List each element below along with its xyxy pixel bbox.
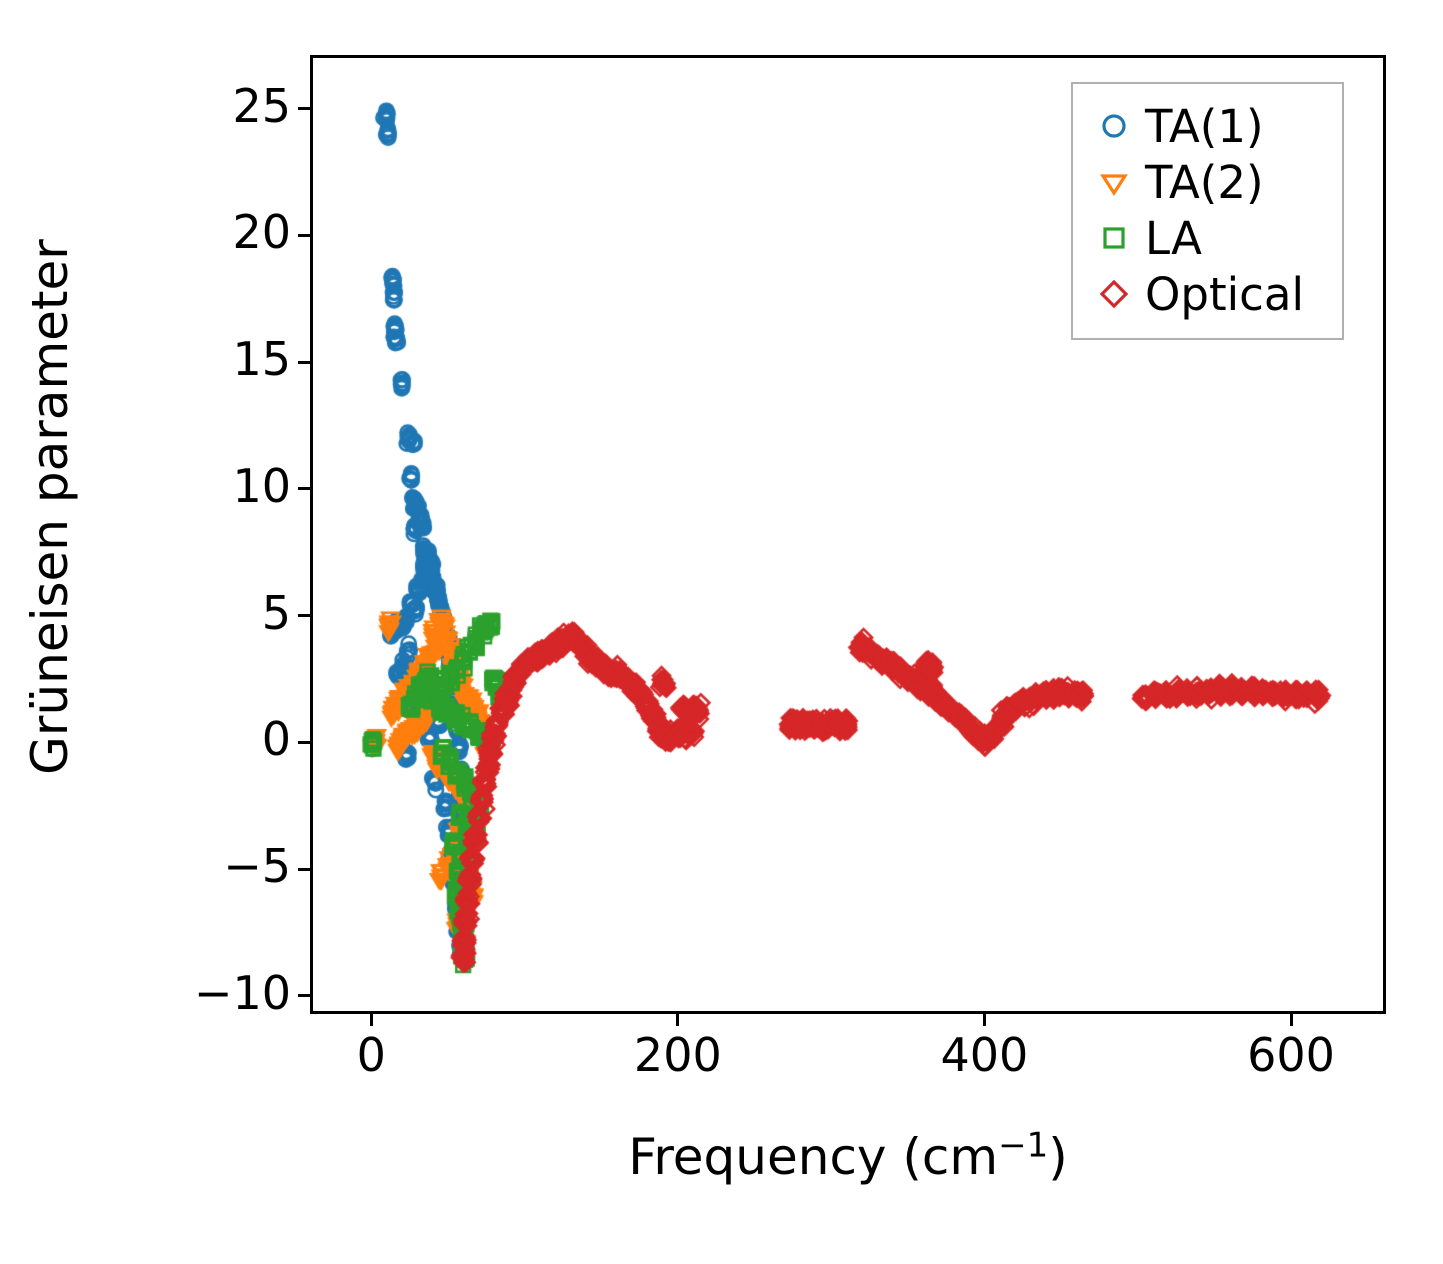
- y-tick-label: 5: [261, 585, 291, 640]
- triangle-down-marker-icon: [1083, 165, 1145, 199]
- y-tick-label: 20: [232, 205, 291, 260]
- y-tick-mark: [298, 867, 310, 871]
- square-marker-icon: [1083, 221, 1145, 255]
- x-tick-mark: [676, 1014, 680, 1026]
- x-tick-mark: [982, 1014, 986, 1026]
- y-tick-label: 15: [232, 332, 291, 387]
- x-axis-label-main: Frequency (cm: [628, 1128, 999, 1186]
- legend-entry-ta2[interactable]: TA(2): [1083, 154, 1332, 210]
- legend-label-optical: Optical: [1145, 267, 1304, 321]
- y-tick-label: −5: [223, 839, 291, 894]
- y-tick-mark: [298, 233, 310, 237]
- y-tick-label: 25: [232, 78, 291, 133]
- x-axis-label-exponent: −1: [998, 1125, 1049, 1166]
- x-axis-label-close: ): [1048, 1128, 1068, 1186]
- circle-marker-icon: [1083, 109, 1145, 143]
- y-tick-mark: [298, 107, 310, 111]
- legend-label-ta1: TA(1): [1145, 99, 1264, 153]
- x-tick-mark: [369, 1014, 373, 1026]
- x-tick-label: 200: [633, 1028, 722, 1082]
- y-tick-mark: [298, 994, 310, 998]
- x-tick-label: 0: [356, 1028, 386, 1082]
- diamond-marker-icon: [1083, 277, 1145, 311]
- legend-label-ta2: TA(2): [1145, 155, 1264, 209]
- y-axis-label-wrapper: Grüneisen parameter: [0, 0, 100, 1014]
- legend-label-la: LA: [1145, 211, 1202, 265]
- legend-entry-la[interactable]: LA: [1083, 210, 1332, 266]
- x-axis-label: Frequency (cm−1): [310, 1128, 1386, 1186]
- x-tick-label: 600: [1247, 1028, 1335, 1082]
- legend-entry-ta1[interactable]: TA(1): [1083, 98, 1332, 154]
- y-tick-label: 0: [261, 712, 291, 767]
- legend-box: TA(1) TA(2) LA Optical: [1071, 82, 1344, 340]
- y-tick-mark: [298, 360, 310, 364]
- y-tick-label: 10: [232, 458, 291, 513]
- y-tick-mark: [298, 740, 310, 744]
- x-tick-mark: [1289, 1014, 1293, 1026]
- y-axis-label: Grüneisen parameter: [21, 239, 80, 775]
- legend-entry-optical[interactable]: Optical: [1083, 266, 1332, 322]
- y-tick-mark: [298, 614, 310, 618]
- y-tick-mark: [298, 487, 310, 491]
- x-tick-label: 400: [940, 1028, 1029, 1082]
- y-tick-label: −10: [193, 965, 291, 1020]
